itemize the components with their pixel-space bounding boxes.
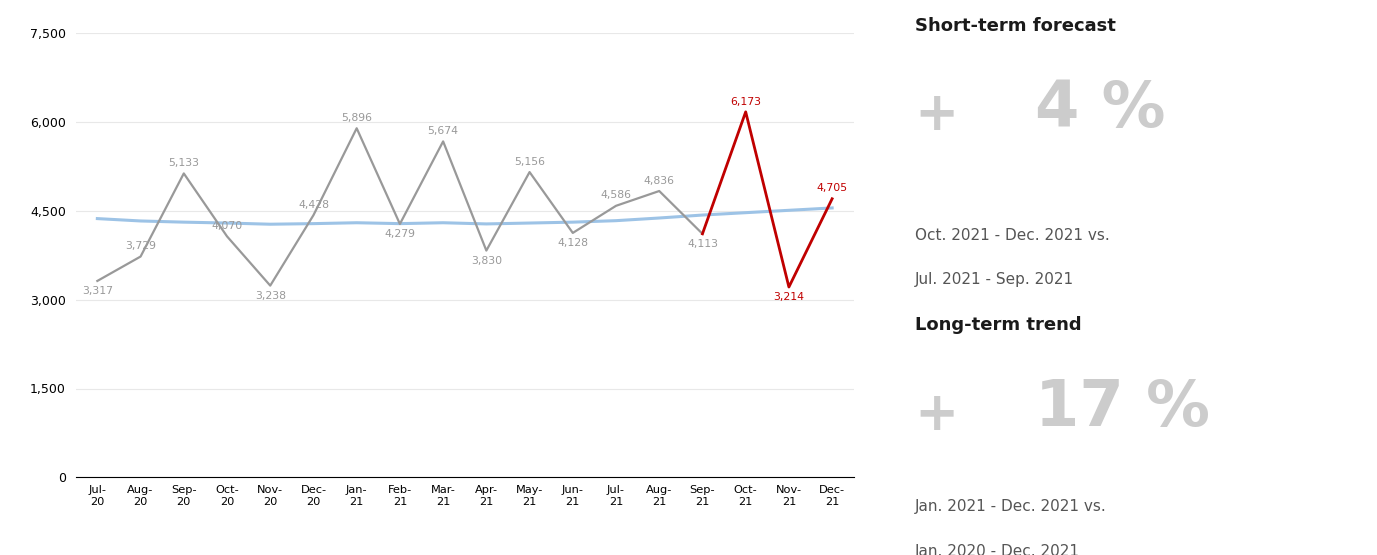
- Text: Jan. 2020 - Dec. 2021: Jan. 2020 - Dec. 2021: [914, 544, 1080, 555]
- Text: +: +: [914, 388, 958, 441]
- Text: +: +: [914, 89, 958, 141]
- Text: 3,214: 3,214: [774, 292, 804, 302]
- Text: 4,586: 4,586: [600, 190, 632, 200]
- Text: 6,173: 6,173: [730, 97, 761, 107]
- Text: 5,896: 5,896: [341, 113, 372, 123]
- Text: 4,428: 4,428: [297, 200, 329, 210]
- Text: 3,729: 3,729: [125, 241, 156, 251]
- Text: 4,070: 4,070: [212, 221, 242, 231]
- Text: Jan. 2021 - Dec. 2021 vs.: Jan. 2021 - Dec. 2021 vs.: [914, 500, 1106, 514]
- Text: 4,705: 4,705: [817, 184, 848, 194]
- Text: 4 %: 4 %: [1036, 78, 1166, 140]
- Text: Short-term forecast: Short-term forecast: [914, 17, 1115, 34]
- Text: 5,156: 5,156: [514, 157, 545, 166]
- Text: 4,279: 4,279: [384, 229, 416, 239]
- Text: Oct. 2021 - Dec. 2021 vs.: Oct. 2021 - Dec. 2021 vs.: [914, 228, 1110, 243]
- Text: 3,238: 3,238: [255, 291, 286, 301]
- Text: 4,113: 4,113: [687, 239, 717, 249]
- Text: 5,133: 5,133: [168, 158, 200, 168]
- Text: Jul. 2021 - Sep. 2021: Jul. 2021 - Sep. 2021: [914, 272, 1074, 287]
- Text: Long-term trend: Long-term trend: [914, 316, 1081, 334]
- Text: 17 %: 17 %: [1036, 377, 1210, 440]
- Text: 4,128: 4,128: [558, 238, 588, 248]
- Text: 5,674: 5,674: [428, 126, 459, 136]
- Text: 3,317: 3,317: [81, 286, 113, 296]
- Text: 3,830: 3,830: [471, 256, 501, 266]
- Text: 4,836: 4,836: [643, 176, 675, 186]
